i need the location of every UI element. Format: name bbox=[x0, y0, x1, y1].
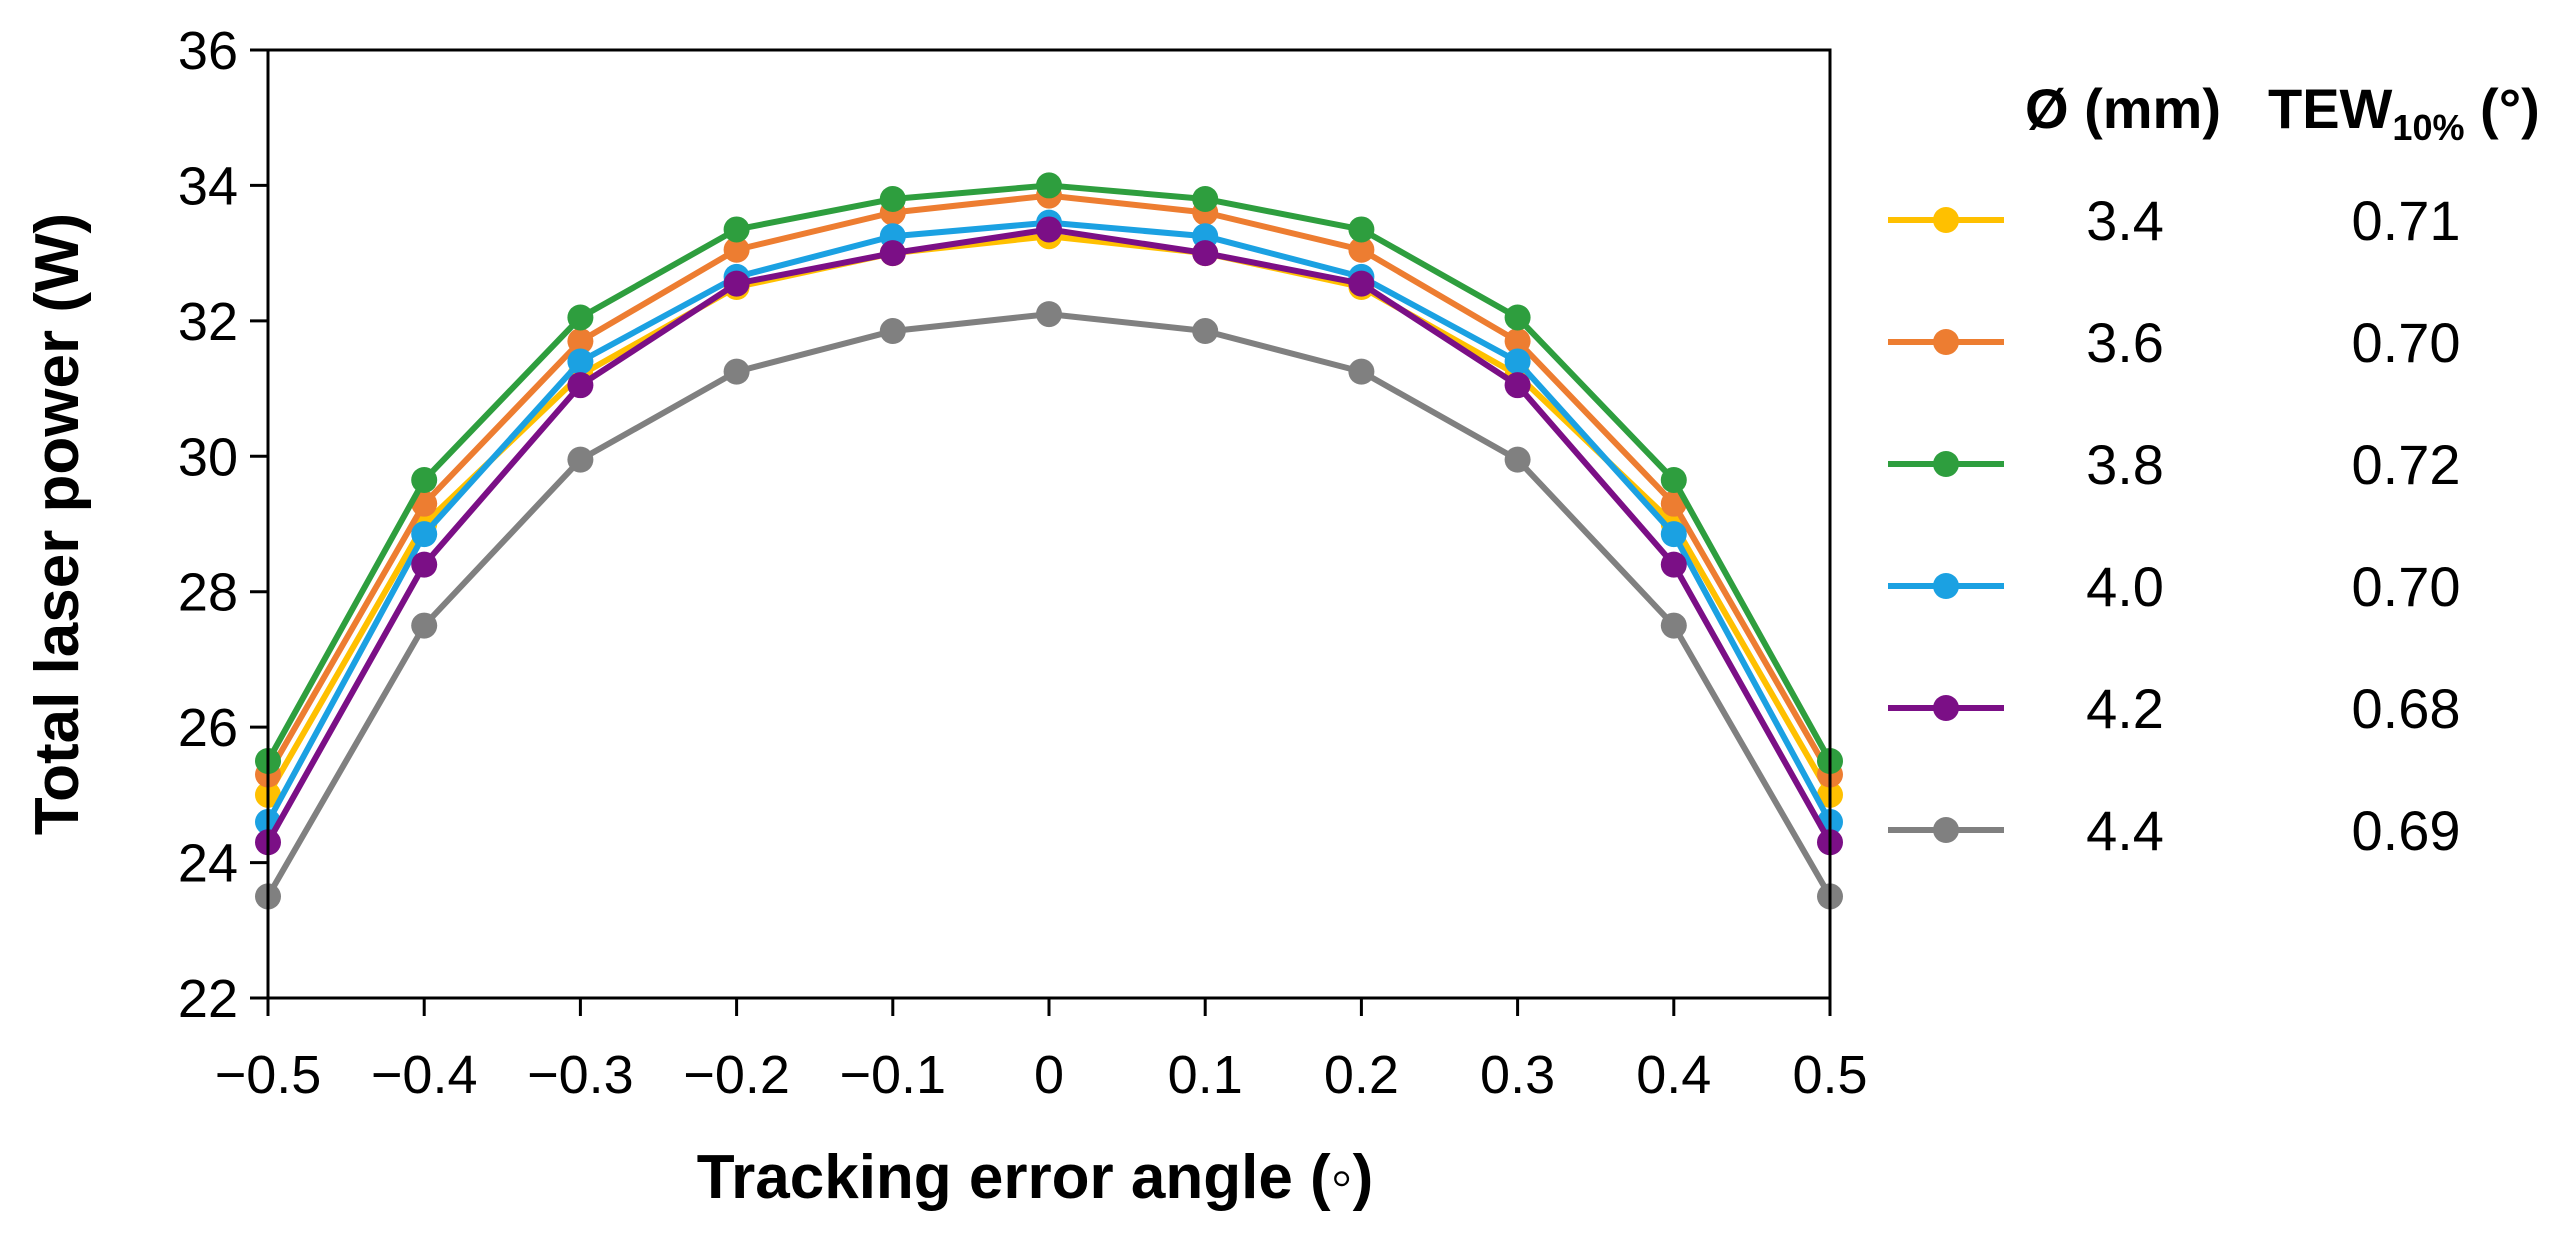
x-tick-label: −0.2 bbox=[683, 1045, 790, 1105]
data-point bbox=[1348, 270, 1375, 297]
legend-marker bbox=[1933, 695, 1959, 721]
data-point bbox=[1192, 185, 1219, 212]
legend-item: 3.4 0.71 bbox=[1888, 189, 2461, 252]
x-tick-label: 0.2 bbox=[1324, 1045, 1399, 1105]
legend-marker bbox=[1933, 451, 1959, 477]
series-layer bbox=[255, 172, 1843, 910]
legend-diameter-label: 4.0 bbox=[2086, 555, 2164, 618]
y-tick-label: 26 bbox=[178, 698, 238, 758]
data-point bbox=[723, 216, 750, 243]
data-point bbox=[1660, 466, 1687, 493]
y-tick-label: 32 bbox=[178, 292, 238, 352]
x-tick-label: −0.5 bbox=[215, 1045, 322, 1105]
legend-header-tew: TEW10% (°) bbox=[2268, 77, 2540, 148]
x-tick-label: −0.4 bbox=[371, 1045, 478, 1105]
legend-tew-label: 0.69 bbox=[2352, 799, 2461, 862]
x-tick-label: 0 bbox=[1034, 1045, 1064, 1105]
legend-diameter-label: 3.6 bbox=[2086, 311, 2164, 374]
x-tick-label: 0.5 bbox=[1792, 1045, 1867, 1105]
data-point bbox=[1036, 172, 1062, 199]
x-tick-label: 0.4 bbox=[1636, 1045, 1711, 1105]
y-tick-label: 36 bbox=[178, 21, 238, 81]
data-point bbox=[723, 270, 750, 297]
legend-item: 3.8 0.72 bbox=[1888, 433, 2461, 496]
data-point bbox=[1348, 236, 1375, 263]
data-point bbox=[411, 612, 438, 639]
y-tick-label: 34 bbox=[178, 156, 238, 216]
legend-marker bbox=[1933, 207, 1959, 233]
data-point bbox=[879, 240, 906, 267]
legend-tew-label: 0.72 bbox=[2352, 433, 2461, 496]
legend-diameter-label: 3.4 bbox=[2086, 189, 2164, 252]
data-point bbox=[879, 318, 906, 345]
data-point bbox=[879, 185, 906, 212]
x-tick-label: −0.1 bbox=[839, 1045, 946, 1105]
legend-item: 3.6 0.70 bbox=[1888, 311, 2461, 374]
legend-tew-label: 0.70 bbox=[2352, 555, 2461, 618]
data-point bbox=[411, 521, 438, 548]
data-point bbox=[1192, 240, 1219, 267]
data-point bbox=[1660, 521, 1687, 548]
data-point bbox=[1504, 348, 1531, 375]
legend-item: 4.0 0.70 bbox=[1888, 555, 2461, 618]
data-point bbox=[567, 304, 594, 331]
data-point bbox=[723, 358, 750, 385]
series-4.4 bbox=[255, 301, 1843, 910]
series-line bbox=[265, 192, 1833, 777]
legend-marker bbox=[1933, 817, 1959, 843]
y-tick-label: 28 bbox=[178, 563, 238, 623]
legend-marker bbox=[1933, 573, 1959, 599]
data-point bbox=[1036, 301, 1062, 328]
data-point bbox=[567, 446, 594, 473]
data-point bbox=[1348, 216, 1375, 243]
y-axis: 22 24 26 28 30 32 34 36 bbox=[178, 21, 268, 1029]
data-point bbox=[723, 236, 750, 263]
legend-header-diameter: Ø (mm) bbox=[2025, 77, 2221, 140]
y-tick-label: 22 bbox=[178, 969, 238, 1029]
x-axis: −0.5 −0.4 −0.3 −0.2 −0.1 0 0.1 0.2 0.3 0.4 0.5 bbox=[215, 998, 1868, 1105]
x-axis-title: Tracking error angle (◦) bbox=[697, 1143, 1374, 1212]
data-point bbox=[567, 372, 594, 399]
y-axis-title: Total laser power (W) bbox=[23, 213, 92, 835]
series-4.2 bbox=[255, 216, 1843, 856]
data-point bbox=[1504, 446, 1531, 473]
data-point bbox=[411, 551, 438, 578]
data-point bbox=[1348, 358, 1375, 385]
data-point bbox=[567, 328, 594, 355]
series-3.8 bbox=[255, 172, 1843, 774]
y-tick-label: 30 bbox=[178, 427, 238, 487]
data-point bbox=[1660, 551, 1687, 578]
data-point bbox=[1504, 328, 1531, 355]
data-point bbox=[1036, 216, 1062, 243]
legend-diameter-label: 3.8 bbox=[2086, 433, 2164, 496]
data-point bbox=[411, 466, 438, 493]
data-point bbox=[1192, 318, 1219, 345]
data-point bbox=[567, 348, 594, 375]
legend-tew-label: 0.71 bbox=[2352, 189, 2461, 252]
legend-item: 4.4 0.69 bbox=[1888, 799, 2461, 862]
data-point bbox=[1504, 372, 1531, 399]
legend-rows: 3.4 0.71 3.6 0.70 3.8 0.72 4.0 0.70 4.2 0.68 4.4 0.… bbox=[1888, 189, 2461, 862]
x-tick-label: 0.3 bbox=[1480, 1045, 1555, 1105]
legend: Ø (mm) TEW10% (°) 3.4 0.71 3.6 0.70 3.8 0.72 4… bbox=[1888, 77, 2540, 862]
legend-marker bbox=[1933, 329, 1959, 355]
y-tick-label: 24 bbox=[178, 834, 238, 894]
legend-diameter-label: 4.2 bbox=[2086, 677, 2164, 740]
legend-tew-label: 0.68 bbox=[2352, 677, 2461, 740]
legend-item: 4.2 0.68 bbox=[1888, 677, 2461, 740]
legend-tew-label: 0.70 bbox=[2352, 311, 2461, 374]
x-tick-label: 0.1 bbox=[1168, 1045, 1243, 1105]
x-tick-label: −0.3 bbox=[527, 1045, 634, 1105]
data-point bbox=[1660, 612, 1687, 639]
data-point bbox=[1504, 304, 1531, 331]
legend-diameter-label: 4.4 bbox=[2086, 799, 2164, 862]
